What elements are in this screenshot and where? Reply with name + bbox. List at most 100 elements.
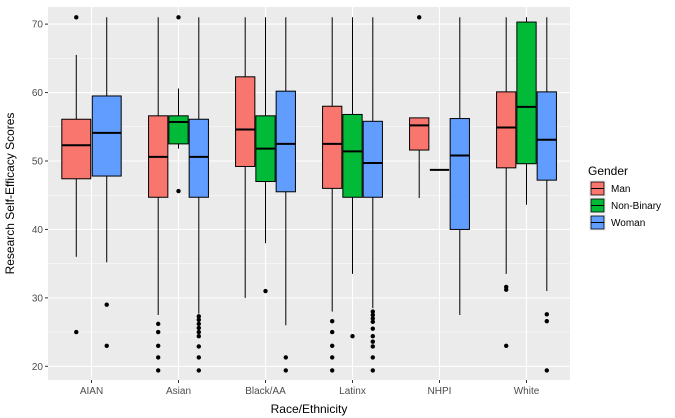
outlier-point [417,15,422,20]
outlier-point [196,325,201,331]
box-black-aa-non-binary [255,17,276,294]
x-tick-label-aian: AIAN [80,386,103,397]
outlier-point [104,302,109,307]
outlier-point [283,355,288,360]
x-tick-label-asian: Asian [166,386,191,397]
box-series [61,15,557,373]
box-body [275,90,296,193]
y-tick-label-50: 50 [32,156,44,167]
box-aian-man [61,15,92,335]
y-tick-label-60: 60 [32,88,44,99]
outlier-point [370,319,375,325]
outlier-point [156,355,161,360]
box-white-woman [536,17,557,373]
outlier-point [370,355,375,360]
legend-title: Gender [588,164,628,178]
x-tick-label-black-aa: Black/AA [245,386,286,397]
box-aian-woman [91,17,122,348]
outlier-point [370,316,375,321]
outlier-point [370,339,375,344]
x-tick-label-nhpi: NHPI [428,386,452,397]
outlier-point [176,15,181,20]
box-body [516,21,537,165]
outlier-point [330,368,335,373]
outlier-point [196,317,201,322]
outlier-point [330,343,335,348]
legend-label-man: Man [611,184,630,195]
y-axis: 20 30 40 50 60 70 [32,20,48,373]
outlier-point [330,329,335,335]
outlier-point [370,309,375,314]
box-black-aa-woman [275,17,296,373]
outlier-point [330,318,335,324]
y-axis-title: Research Self-Efficacy Scores [3,113,17,275]
outlier-point [370,326,375,331]
x-tick-label-white: White [514,386,540,397]
box-body [342,113,363,198]
legend-label-non-binary: Non-Binary [611,201,661,212]
box-body [449,118,470,230]
y-tick-label-40: 40 [32,225,44,236]
box-body [235,76,256,167]
y-tick-label-20: 20 [32,362,44,373]
legend: Gender Man Non-Binary Woman [588,164,661,231]
outlier-point [196,314,201,319]
box-nhpi-woman [449,17,470,315]
outlier-point [176,188,181,194]
box-body [322,105,343,189]
y-tick-label-30: 30 [32,293,44,304]
outlier-point [370,368,375,373]
y-tick-label-70: 70 [32,20,44,31]
box-white-man [496,17,517,348]
box-white-non-binary [516,17,537,205]
outlier-point [74,15,79,20]
outlier-point [504,343,509,348]
outlier-point [350,333,355,339]
box-body [61,118,92,180]
outlier-point [196,368,201,373]
box-latinx-man [322,17,343,373]
box-asian-man [148,17,169,373]
outlier-point [330,355,335,360]
outlier-point [544,318,549,324]
x-tick-label-latinx: Latinx [339,386,366,397]
outlier-point [504,287,509,292]
box-latinx-woman [362,17,383,373]
box-body [536,91,557,181]
outlier-point [544,368,549,373]
box-body [496,91,517,169]
outlier-point [263,288,268,294]
outlier-point [156,368,161,373]
outlier-point [283,368,288,373]
legend-item-non-binary: Non-Binary [589,197,661,214]
outlier-point [156,343,161,348]
box-body [188,118,209,198]
outlier-point [370,333,375,339]
outlier-point [196,321,201,327]
x-axis: AIAN Asian Black/AA Latinx NHPI White [80,380,540,397]
box-nhpi-man [409,15,430,198]
outlier-point [74,329,79,335]
outlier-point [544,312,549,317]
outlier-point [370,312,375,318]
box-body [362,120,383,198]
box-black-aa-man [235,17,256,298]
outlier-point [156,321,161,327]
legend-label-woman: Woman [611,218,645,229]
box-asian-non-binary [168,15,189,194]
outlier-point [196,344,201,349]
outlier-point [156,329,161,335]
x-axis-title: Race/Ethnicity [271,402,348,416]
outlier-point [196,355,201,360]
outlier-point [196,333,201,339]
outlier-point [196,329,201,335]
box-body [409,117,430,151]
legend-item-woman: Woman [589,214,645,231]
box-body [168,115,189,145]
box-body [91,95,122,177]
outlier-point [104,343,109,348]
box-asian-woman [188,17,209,373]
box-latinx-non-binary [342,17,363,339]
plot-panel [48,7,570,380]
